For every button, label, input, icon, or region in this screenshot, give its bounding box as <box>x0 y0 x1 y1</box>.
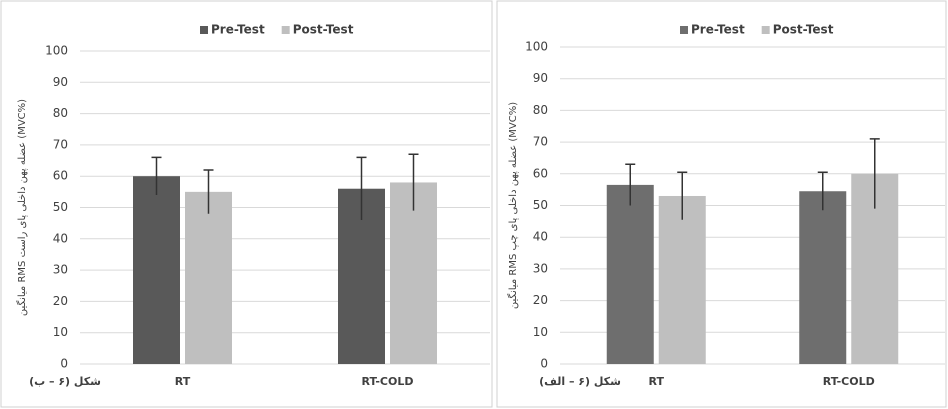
y-tick-label: 10 <box>533 325 548 339</box>
legend-swatch <box>200 26 208 34</box>
y-tick-label: 20 <box>533 293 548 307</box>
error-bar <box>817 171 828 211</box>
error-bar <box>151 156 162 195</box>
legend-swatch <box>680 26 688 34</box>
legend-label: Pre-Test <box>691 23 745 37</box>
y-tick-label: 30 <box>533 261 548 275</box>
caption: شکل (۶ – الف) <box>539 375 621 388</box>
y-tick-label: 90 <box>533 71 548 85</box>
y-tick-label: 100 <box>525 40 548 54</box>
y-tick-label: 70 <box>533 135 548 149</box>
legend-label: Post-Test <box>773 23 834 37</box>
error-bar <box>356 156 367 221</box>
y-tick-label: 50 <box>53 200 68 214</box>
x-tick-label: RT-COLD <box>823 375 875 388</box>
legend-label: Post-Test <box>293 23 354 37</box>
y-axis-label: میانگین RMS عضله پهن داخلی پای راست (MVC… <box>16 99 28 316</box>
y-axis-label: میانگین RMS عضله پهن داخلی پای چپ (MVC%) <box>507 102 519 309</box>
y-tick-label: 60 <box>53 169 68 183</box>
error-bar <box>625 163 636 206</box>
x-tick-label: RT <box>175 375 191 388</box>
y-tick-label: 10 <box>53 325 68 339</box>
y-tick-label: 50 <box>533 198 548 212</box>
y-tick-label: 40 <box>533 230 548 244</box>
y-tick-label: 100 <box>45 44 68 58</box>
y-tick-label: 20 <box>53 294 68 308</box>
bar <box>133 176 180 364</box>
y-tick-label: 80 <box>533 103 548 117</box>
bar <box>799 191 847 364</box>
y-tick-label: 60 <box>533 166 548 180</box>
x-tick-label: RT <box>649 375 665 388</box>
y-tick-label: 80 <box>53 106 68 120</box>
bar <box>606 184 654 364</box>
x-tick-label: RT-COLD <box>362 375 414 388</box>
y-tick-label: 40 <box>53 231 68 245</box>
panel-border <box>496 0 947 408</box>
bar <box>390 182 437 364</box>
legend-label: Pre-Test <box>211 23 265 37</box>
error-bar <box>869 138 880 209</box>
legend-swatch <box>281 26 290 34</box>
bar <box>658 195 706 364</box>
y-tick-label: 0 <box>540 357 548 371</box>
panel-border <box>0 0 493 408</box>
error-bar <box>408 153 419 211</box>
caption: شکل (۶ – ب) <box>29 375 101 388</box>
legend-swatch <box>761 26 770 34</box>
error-bar <box>677 171 688 220</box>
y-tick-label: 0 <box>60 357 68 371</box>
y-tick-label: 70 <box>53 137 68 151</box>
error-bar <box>203 169 214 214</box>
y-tick-label: 90 <box>53 75 68 89</box>
bar <box>185 191 232 364</box>
y-tick-label: 30 <box>53 263 68 277</box>
